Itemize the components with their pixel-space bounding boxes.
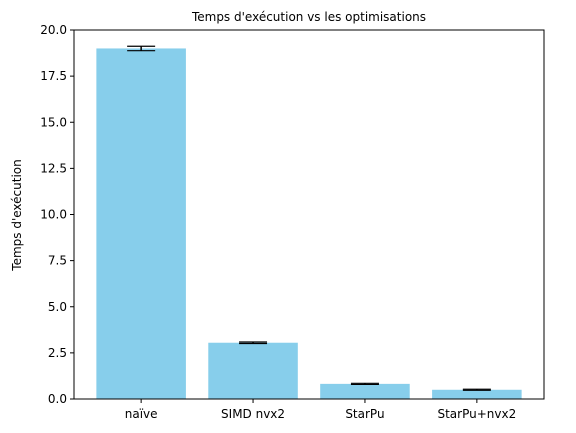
y-tick-label-5: 12.5 [40, 161, 67, 175]
y-tick-label-6: 15.0 [40, 115, 67, 129]
x-tick-label-0: naïve [125, 407, 158, 421]
x-tick-label-2: StarPu [345, 407, 384, 421]
y-tick-label-8: 20.0 [40, 23, 67, 37]
x-axis: naïve SIMD nvx2 StarPu StarPu+nvx2 [125, 399, 516, 421]
y-axis-label: Temps d'exécution [10, 159, 24, 271]
y-tick-label-2: 5.0 [48, 300, 67, 314]
x-tick-label-3: StarPu+nvx2 [437, 407, 516, 421]
bars-group [96, 48, 522, 399]
bar-2 [320, 383, 410, 399]
y-tick-label-1: 2.5 [48, 346, 67, 360]
errorbars-group [127, 45, 491, 391]
bar-3 [432, 389, 522, 399]
x-tick-label-1: SIMD nvx2 [221, 407, 285, 421]
y-tick-label-0: 0.0 [48, 392, 67, 406]
y-tick-label-4: 10.0 [40, 208, 67, 222]
bar-0 [96, 48, 186, 399]
y-tick-label-7: 17.5 [40, 69, 67, 83]
bar-1 [208, 342, 298, 399]
y-tick-label-3: 7.5 [48, 254, 67, 268]
chart-title: Temps d'exécution vs les optimisations [191, 10, 426, 24]
plot-frame [73, 29, 545, 400]
y-axis: 0.0 2.5 5.0 7.5 10.0 12.5 15.0 17.5 20.0 [40, 23, 74, 406]
